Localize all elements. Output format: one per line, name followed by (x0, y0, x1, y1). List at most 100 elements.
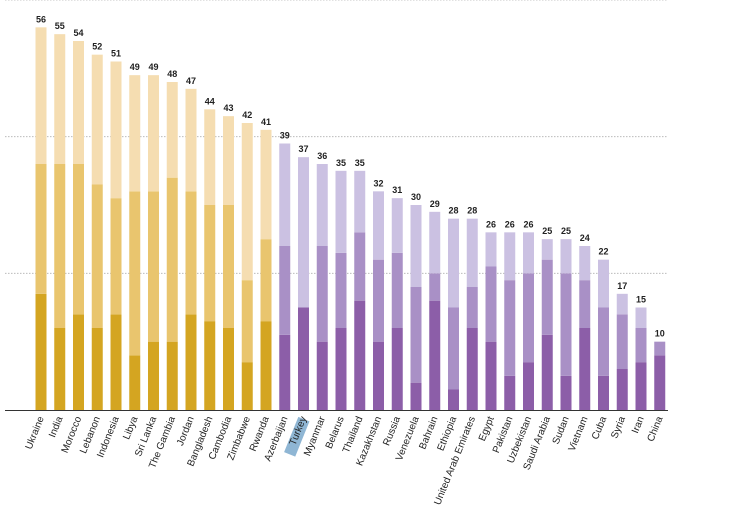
total-labels: 56 55 54 52 51 49 49 48 47 44 43 42 41 39 37 36 35 35 32 31… (36, 14, 665, 338)
bar-segment (485, 341, 497, 410)
bar-segment (148, 191, 159, 342)
bar-segment (504, 280, 516, 376)
bar-segment (391, 198, 403, 253)
bar-segment (429, 211, 441, 274)
bar-segment (635, 362, 647, 410)
bar-segment (560, 375, 572, 410)
bar-segment (298, 157, 309, 308)
bar-total-label: 28 (448, 206, 458, 216)
category-label: China (646, 415, 666, 444)
bar-total-label: 29 (430, 199, 440, 209)
bar-segment (298, 307, 309, 410)
bar-segment (429, 273, 441, 301)
bar-segment (110, 61, 122, 199)
bar-total-label: 28 (467, 206, 477, 216)
bar-segment (541, 334, 553, 410)
bar-segment (110, 198, 122, 315)
bar-total-label: 47 (186, 76, 196, 86)
bar-segment (579, 328, 591, 410)
bar-segment (204, 205, 216, 322)
bar-segment (635, 328, 647, 363)
bar-segment (35, 27, 47, 165)
bar-segment (54, 328, 66, 410)
bar-segment (148, 75, 159, 192)
bar-segment (504, 375, 516, 410)
bar-segment (241, 123, 253, 281)
bar-total-label: 43 (223, 103, 233, 113)
bar-segment (466, 328, 478, 410)
bar-segment (541, 259, 553, 335)
bar-total-label: 26 (505, 219, 515, 229)
bar-total-label: 10 (655, 329, 665, 339)
bar-total-label: 49 (130, 62, 140, 72)
bar-segment (91, 328, 103, 410)
bar-total-label: 17 (617, 281, 627, 291)
bar-segment (166, 341, 178, 410)
bar-total-label: 52 (92, 42, 102, 52)
bar-segment (410, 205, 422, 287)
bar-segment (560, 239, 572, 274)
bar-segment (485, 266, 497, 342)
bar-segment (466, 287, 478, 328)
bar-segment (73, 41, 84, 164)
bar-total-label: 35 (355, 158, 365, 168)
bar-segment (410, 287, 422, 383)
bar-total-label: 55 (55, 21, 65, 31)
bar-segment (448, 389, 459, 410)
bar-segment (185, 191, 197, 315)
bar-total-label: 32 (373, 178, 383, 188)
bar-total-label: 26 (523, 219, 533, 229)
bar-total-label: 36 (317, 151, 327, 161)
bar-segment (54, 164, 66, 328)
bar-total-label: 15 (636, 295, 646, 305)
bar-segment (523, 362, 534, 410)
bar-segment (73, 164, 84, 315)
bar-segment (410, 382, 422, 410)
bar-segment (241, 280, 253, 363)
bar-segment (260, 321, 272, 410)
category-label: Libya (121, 415, 140, 442)
category-label: Syria (609, 415, 628, 441)
bar-total-label: 41 (261, 117, 271, 127)
category-label: Egypt (477, 415, 497, 443)
bar-segment (598, 307, 609, 376)
bar-segment (616, 314, 628, 369)
bar-segment (148, 341, 159, 410)
bar-total-label: 35 (336, 158, 346, 168)
bar-total-label: 49 (148, 62, 158, 72)
bar-segment (223, 116, 234, 205)
bar-segment (129, 355, 141, 410)
bar-total-label: 44 (205, 96, 215, 106)
bar-segment (354, 300, 366, 410)
bar-segment (466, 218, 478, 287)
bar-total-label: 25 (561, 226, 571, 236)
bar-total-label: 51 (111, 49, 121, 59)
bar-segment (448, 218, 459, 308)
bar-segment (335, 328, 347, 410)
bar-segment (91, 54, 103, 185)
bar-total-label: 48 (167, 69, 177, 79)
bar-segment (73, 314, 84, 410)
bar-segment (579, 280, 591, 328)
bar-segment (598, 375, 609, 410)
category-label: Cuba (590, 415, 609, 442)
category-label: Sudan (551, 415, 572, 446)
bar-segment (110, 314, 122, 410)
bar-segment (354, 170, 366, 233)
category-label: India (47, 415, 65, 440)
bar-segment (541, 239, 553, 260)
bar-segment (316, 341, 328, 410)
bar-segment (204, 321, 216, 410)
bar-segment (523, 273, 534, 363)
bar-total-label: 39 (280, 131, 290, 141)
bar-segment (429, 300, 441, 410)
bar-segment (166, 177, 178, 342)
bar-segment (54, 34, 66, 164)
bar-segment (35, 293, 47, 410)
bar-segment (129, 75, 141, 192)
bar-total-label: 54 (73, 28, 83, 38)
bar-segment (616, 369, 628, 410)
bar-segment (335, 252, 347, 328)
